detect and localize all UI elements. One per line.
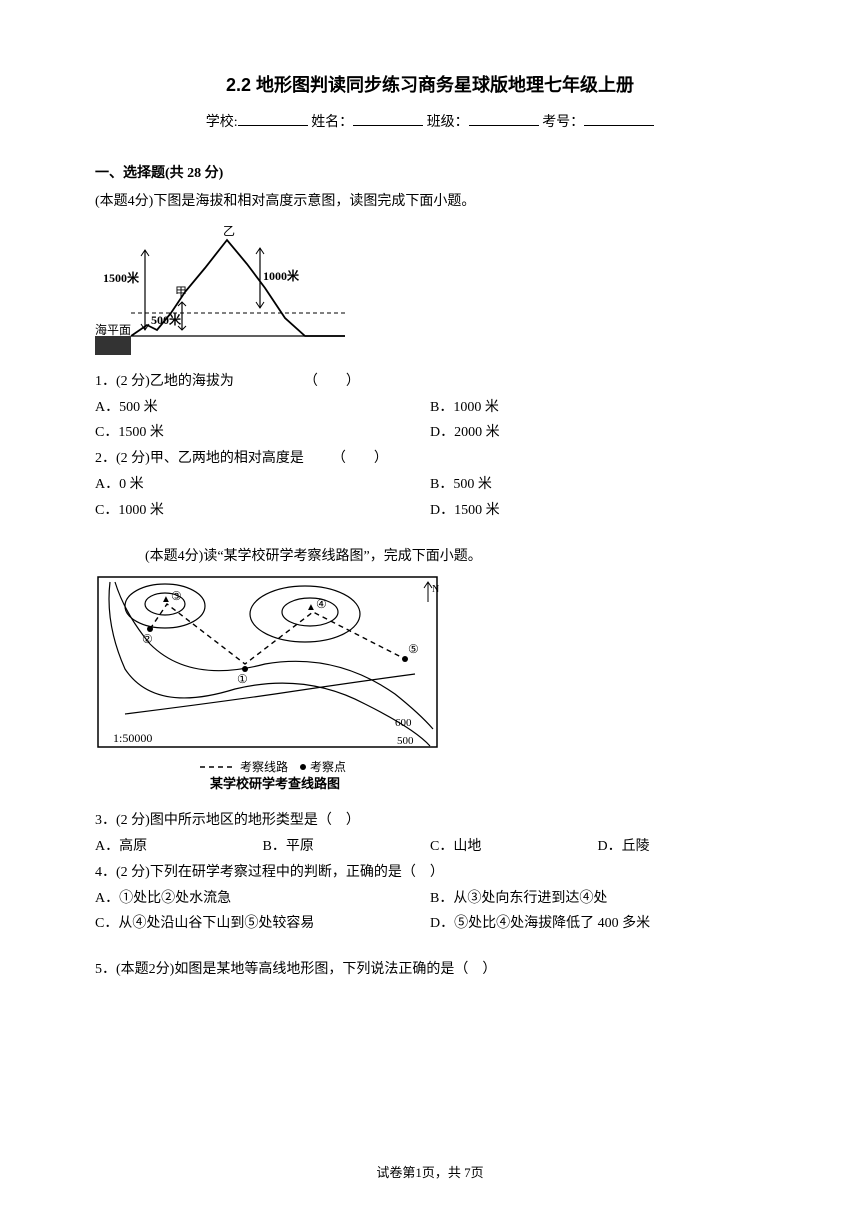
q4-opt-d: D．⑤处比④处海拔降低了 400 多米 — [430, 912, 765, 936]
point-1: ① — [237, 672, 248, 686]
q3-opt-b: B．平原 — [263, 835, 431, 859]
north-label: N — [432, 584, 439, 595]
q2-opt-c: C．1000 米 — [95, 499, 430, 523]
name-label: 姓名： — [311, 115, 353, 130]
legend-point: 考察点 — [310, 760, 346, 774]
q1-opt-b: B．1000 米 — [430, 396, 765, 420]
q3-opt-a: A．高原 — [95, 835, 263, 859]
svg-text:▲: ▲ — [306, 602, 316, 613]
q2-opt-b: B．500 米 — [430, 473, 765, 497]
examno-label: 考号： — [542, 115, 584, 130]
examno-blank[interactable] — [584, 112, 654, 126]
q4-stem: 4．(2 分)下列在研学考察过程中的判断，正确的是（ ） — [95, 861, 765, 885]
yi-label: 乙 — [223, 224, 235, 238]
q1-opt-d: D．2000 米 — [430, 421, 765, 445]
q1-stem: 1．(2 分)乙地的海拔为 （ ） — [95, 370, 765, 394]
page-footer: 试卷第1页，共 7页 — [0, 1162, 860, 1184]
h1500-label: 1500米 — [103, 270, 140, 285]
page-title: 2.2 地形图判读同步练习商务星球版地理七年级上册 — [95, 70, 765, 101]
section-1-header: 一、选择题(共 28 分) — [95, 162, 765, 186]
map-scale: 1:50000 — [113, 731, 152, 745]
elevation-diagram: 海平面 乙 甲 1500米 1000米 500米 — [95, 220, 765, 364]
point-4: ④ — [316, 597, 327, 611]
q4-opt-b: B．从③处向东行进到达④处 — [430, 887, 765, 911]
contour-map: ① ② ▲ ③ ▲ ④ ⑤ 600 500 N 1:50000 考察线路 考察点… — [95, 574, 765, 803]
school-label: 学校: — [206, 115, 238, 130]
class-label: 班级： — [427, 115, 469, 130]
q1-opt-c: C．1500 米 — [95, 421, 430, 445]
q4-opt-c: C．从④处沿山谷下山到⑤处较容易 — [95, 912, 430, 936]
class-blank[interactable] — [469, 112, 539, 126]
c600: 600 — [395, 717, 412, 729]
jia-label: 甲 — [175, 285, 187, 299]
q2-opt-d: D．1500 米 — [430, 499, 765, 523]
group2-intro: (本题4分)读“某学校研学考察线路图”，完成下面小题。 — [95, 545, 765, 569]
q1-opt-a: A．500 米 — [95, 396, 430, 420]
legend-route: 考察线路 — [240, 759, 288, 774]
c500: 500 — [397, 735, 414, 747]
school-blank[interactable] — [238, 112, 308, 126]
sea-level-label: 海平面 — [95, 322, 131, 337]
q5-stem: 5．(本题2分)如图是某地等高线地形图，下列说法正确的是（ ） — [95, 958, 765, 982]
q2-stem: 2．(2 分)甲、乙两地的相对高度是 （ ） — [95, 447, 765, 471]
h500-label: 500米 — [151, 312, 182, 327]
h1000-label: 1000米 — [263, 268, 300, 283]
q2-opt-a: A．0 米 — [95, 473, 430, 497]
svg-text:▲: ▲ — [161, 594, 171, 605]
q3-opt-c: C．山地 — [430, 835, 598, 859]
point-3: ③ — [171, 589, 182, 603]
point-5: ⑤ — [408, 642, 419, 656]
q4-opt-a: A．①处比②处水流急 — [95, 887, 430, 911]
point-2: ② — [142, 632, 153, 646]
q3-stem: 3．(2 分)图中所示地区的地形类型是（ ） — [95, 809, 765, 833]
q3-opt-d: D．丘陵 — [598, 835, 766, 859]
map-caption: 某学校研学考查线路图 — [209, 776, 340, 791]
name-blank[interactable] — [353, 112, 423, 126]
student-info-line: 学校: 姓名： 班级： 考号： — [95, 111, 765, 135]
group1-intro: (本题4分)下图是海拔和相对高度示意图，读图完成下面小题。 — [95, 190, 765, 214]
